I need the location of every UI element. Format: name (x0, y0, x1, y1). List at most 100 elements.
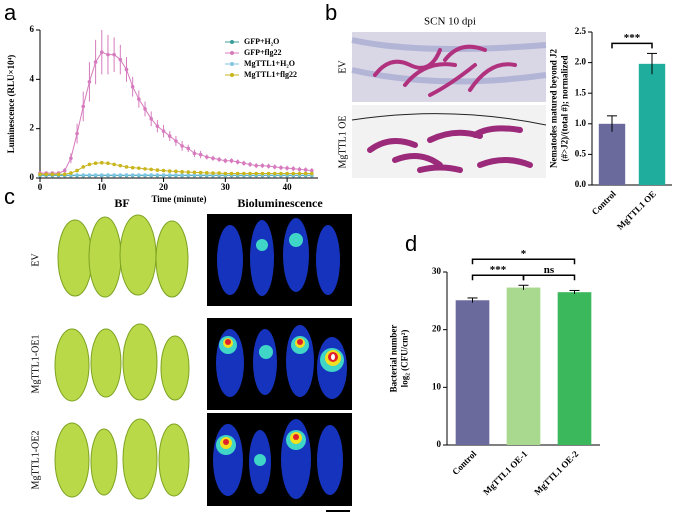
y-tick-label: 1.5 (575, 87, 587, 97)
column-header: Bioluminescence (237, 196, 323, 210)
point (130, 84, 135, 89)
x-tick-label: MgTTL1 OE-2 (532, 448, 581, 497)
point (174, 169, 178, 174)
point (279, 171, 283, 176)
point (81, 173, 86, 177)
point (198, 173, 203, 177)
point (303, 171, 308, 176)
point (124, 67, 129, 72)
significance-label: *** (490, 264, 507, 276)
point (106, 52, 110, 57)
y-tick-label: 0.5 (575, 148, 587, 158)
point (279, 165, 283, 170)
point (112, 173, 116, 177)
point (38, 172, 42, 177)
panel-label: c (4, 184, 15, 209)
y-tick-label: 6 (30, 24, 35, 34)
point (272, 165, 277, 169)
point (87, 173, 92, 177)
y-tick-label: 30 (432, 266, 442, 276)
y-axis-label: log₂ (CFU/cm²) (400, 330, 410, 388)
point (93, 173, 98, 177)
panel-label: d (405, 231, 417, 256)
x-tick-label: 40 (283, 182, 293, 192)
bar (638, 63, 666, 185)
point (211, 171, 215, 175)
point (93, 161, 98, 165)
point (50, 172, 55, 177)
legend-marker (230, 40, 234, 44)
point (285, 171, 289, 176)
y-tick-label: 2 (30, 123, 35, 133)
point (149, 173, 153, 177)
y-axis-label: Bacterial number (389, 325, 399, 393)
x-axis-label: Time (minute) (151, 194, 206, 204)
point (75, 168, 79, 173)
point (137, 97, 141, 101)
x-tick-label: 30 (221, 182, 231, 192)
y-tick-label: 2.5 (575, 26, 587, 36)
point (143, 167, 147, 171)
point (242, 171, 246, 176)
point (118, 163, 123, 168)
legend-marker (230, 62, 234, 66)
point (99, 50, 104, 54)
x-tick-label: MgTTL1 OE (615, 189, 658, 232)
point (118, 57, 123, 62)
point (81, 104, 86, 109)
point (186, 146, 191, 151)
y-axis-label: Nematodes matured beyond J2 (549, 48, 559, 168)
point (87, 162, 92, 167)
x-tick-label: Control (590, 188, 619, 217)
point (62, 172, 67, 177)
point (192, 151, 197, 156)
significance-bracket (471, 258, 576, 265)
y-tick-label: 0 (30, 172, 35, 182)
point (217, 171, 221, 175)
point (242, 161, 246, 165)
point (155, 173, 160, 177)
point (161, 129, 166, 133)
point (180, 144, 184, 148)
point (248, 171, 252, 176)
point (285, 166, 289, 170)
point (112, 52, 116, 57)
point (297, 167, 302, 172)
row-label: EV (337, 60, 348, 74)
point (186, 170, 191, 174)
significance-bracket (471, 274, 525, 281)
bar (506, 287, 541, 445)
point (69, 156, 73, 161)
point (260, 163, 265, 168)
point (155, 124, 160, 128)
point (205, 155, 209, 159)
bioluminescence-images (207, 214, 352, 512)
panel-label: a (4, 0, 17, 25)
x-tick-label: 20 (159, 182, 169, 192)
point (192, 173, 197, 177)
significance-bracket (611, 42, 653, 49)
y-tick-label: 1.0 (575, 118, 587, 128)
point (174, 173, 178, 177)
legend-label: GFP+H₂O (244, 37, 279, 46)
point (167, 134, 172, 138)
point (44, 172, 48, 177)
row-label: MgTTL1-OE1 (30, 335, 41, 394)
point (149, 117, 153, 121)
x-tick-label: 0 (38, 182, 43, 192)
point (254, 163, 259, 168)
point (93, 60, 98, 64)
point (310, 168, 314, 173)
point (75, 173, 79, 177)
legend-marker (230, 73, 234, 77)
x-tick-label: 10 (97, 182, 107, 192)
point (75, 131, 79, 136)
bar (598, 123, 626, 185)
point (99, 160, 104, 165)
x-tick-label: Control (450, 448, 479, 477)
point (192, 170, 197, 175)
point (81, 165, 86, 169)
point (62, 168, 67, 173)
significance-label: ns (544, 264, 555, 276)
